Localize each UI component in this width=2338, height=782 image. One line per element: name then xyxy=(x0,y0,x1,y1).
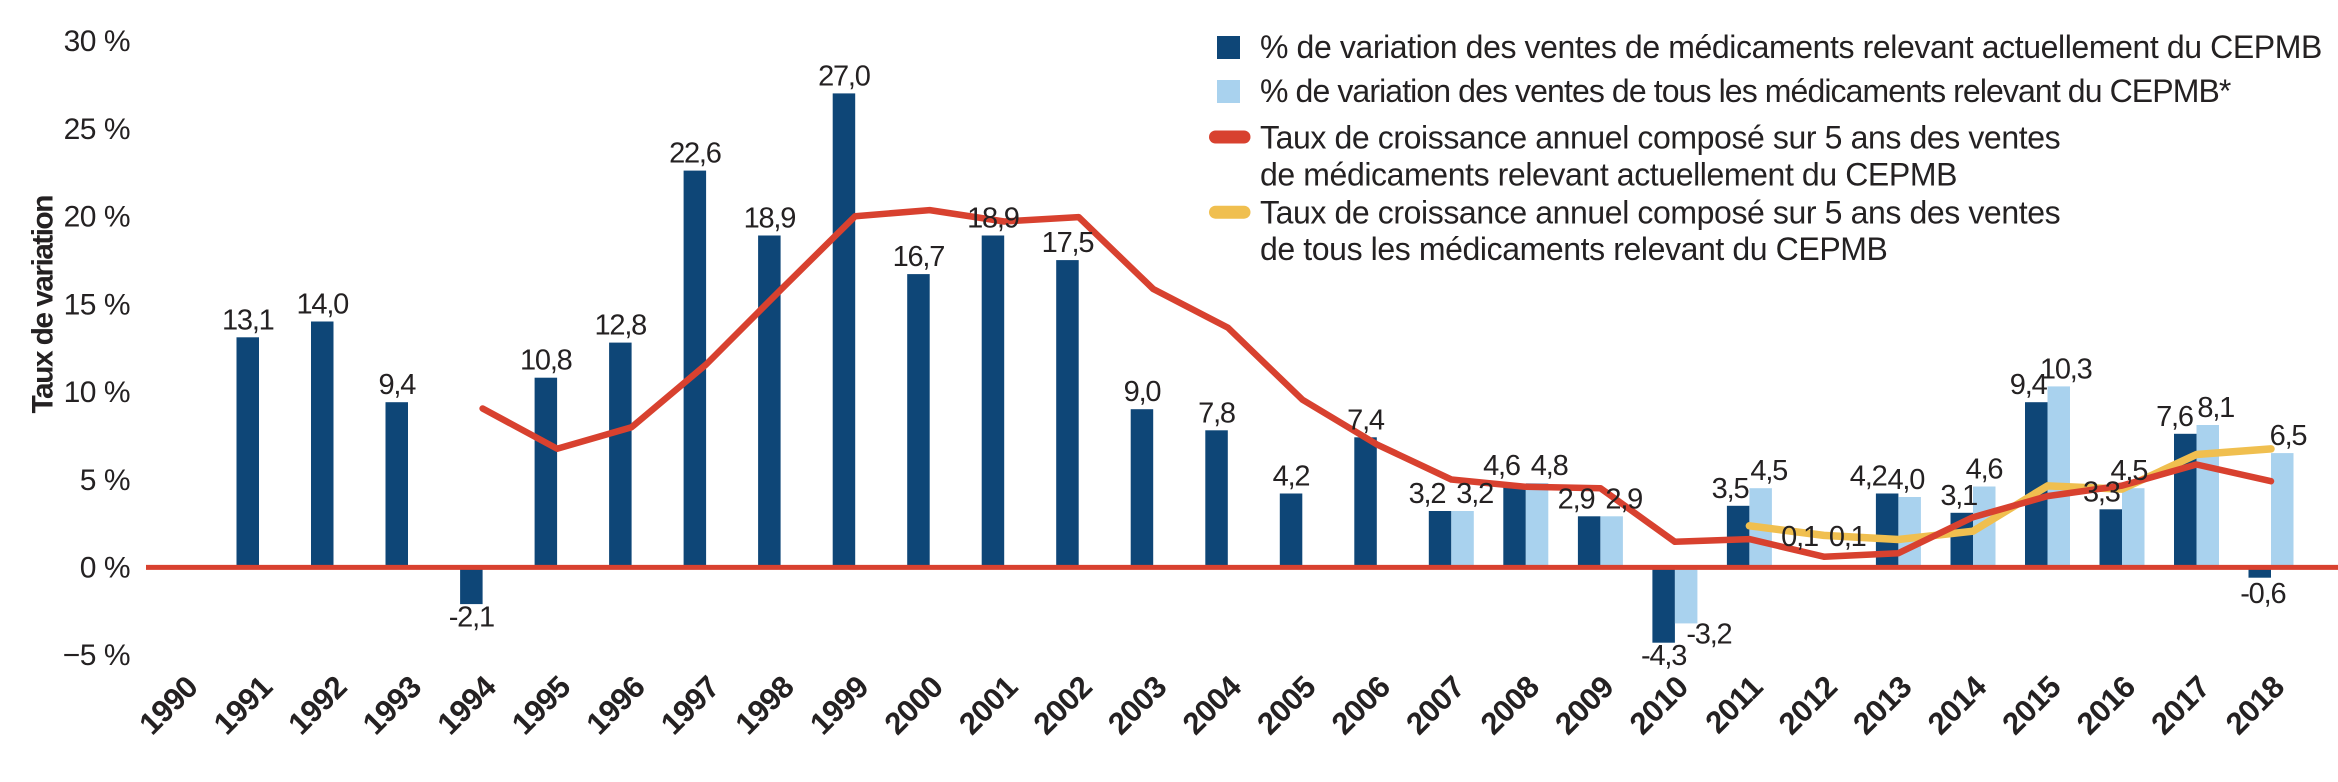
svg-text:Taux de croissance annuel comp: Taux de croissance annuel composé sur 5 … xyxy=(1260,120,2060,156)
svg-text:9,4: 9,4 xyxy=(378,369,416,401)
svg-text:de médicaments relevant actuel: de médicaments relevant actuellement du … xyxy=(1260,157,1957,193)
svg-text:4,2: 4,2 xyxy=(1273,461,1310,493)
svg-text:12,8: 12,8 xyxy=(594,310,646,342)
svg-text:3,5: 3,5 xyxy=(1712,473,1749,505)
svg-text:22,6: 22,6 xyxy=(669,138,721,170)
svg-text:9,0: 9,0 xyxy=(1124,376,1161,408)
svg-text:4,2: 4,2 xyxy=(1850,461,1887,493)
svg-text:20 %: 20 % xyxy=(64,201,130,234)
svg-text:3,2: 3,2 xyxy=(1456,478,1493,510)
svg-text:10,8: 10,8 xyxy=(520,345,572,377)
svg-text:6,5: 6,5 xyxy=(2270,420,2307,452)
svg-text:-3,2: -3,2 xyxy=(1686,619,1731,651)
svg-text:15 %: 15 % xyxy=(64,288,130,321)
svg-text:7,6: 7,6 xyxy=(2156,401,2193,433)
svg-text:8,1: 8,1 xyxy=(2197,392,2234,424)
svg-text:Taux de croissance annuel comp: Taux de croissance annuel composé sur 5 … xyxy=(1260,195,2060,231)
svg-text:-2,1: -2,1 xyxy=(449,602,494,634)
svg-text:4,5: 4,5 xyxy=(1750,455,1787,487)
svg-text:0,1: 0,1 xyxy=(1781,521,1818,553)
svg-text:7,4: 7,4 xyxy=(1347,404,1385,436)
svg-text:5 %: 5 % xyxy=(80,464,130,497)
svg-text:27,0: 27,0 xyxy=(818,60,870,92)
svg-text:4,5: 4,5 xyxy=(2111,455,2148,487)
svg-text:4,6: 4,6 xyxy=(1966,454,2003,486)
svg-text:-0,6: -0,6 xyxy=(2240,578,2285,610)
svg-text:4,0: 4,0 xyxy=(1888,464,1925,496)
svg-text:Taux de variation: Taux de variation xyxy=(27,196,60,414)
svg-text:14,0: 14,0 xyxy=(296,289,348,321)
svg-text:2,9: 2,9 xyxy=(1605,483,1642,515)
svg-text:0 %: 0 % xyxy=(80,552,130,585)
svg-text:0,1: 0,1 xyxy=(1829,521,1866,553)
svg-text:-4,3: -4,3 xyxy=(1641,640,1686,672)
svg-text:18,9: 18,9 xyxy=(967,203,1019,235)
svg-text:17,5: 17,5 xyxy=(1042,227,1094,259)
svg-text:9,4: 9,4 xyxy=(2010,369,2048,401)
svg-text:4,6: 4,6 xyxy=(1483,450,1520,482)
svg-text:25 %: 25 % xyxy=(64,113,130,146)
svg-text:3,3: 3,3 xyxy=(2083,476,2120,508)
svg-text:% de variation des ventes de m: % de variation des ventes de médicaments… xyxy=(1260,29,2322,65)
svg-text:16,7: 16,7 xyxy=(893,241,945,273)
svg-text:3,1: 3,1 xyxy=(1940,480,1977,512)
svg-text:13,1: 13,1 xyxy=(222,304,274,336)
svg-text:2,9: 2,9 xyxy=(1558,483,1595,515)
svg-text:7,8: 7,8 xyxy=(1198,397,1235,429)
svg-text:18,9: 18,9 xyxy=(744,203,796,235)
svg-text:10 %: 10 % xyxy=(64,376,130,409)
svg-text:3,2: 3,2 xyxy=(1409,478,1446,510)
svg-text:−5 %: −5 % xyxy=(63,639,130,672)
svg-text:de tous les médicaments releva: de tous les médicaments relevant du CEPM… xyxy=(1260,231,1887,267)
svg-text:10,3: 10,3 xyxy=(2040,353,2092,385)
svg-text:4,8: 4,8 xyxy=(1531,450,1568,482)
svg-text:30 %: 30 % xyxy=(64,25,130,58)
svg-text:% de variation des ventes de t: % de variation des ventes de tous les mé… xyxy=(1260,73,2231,109)
